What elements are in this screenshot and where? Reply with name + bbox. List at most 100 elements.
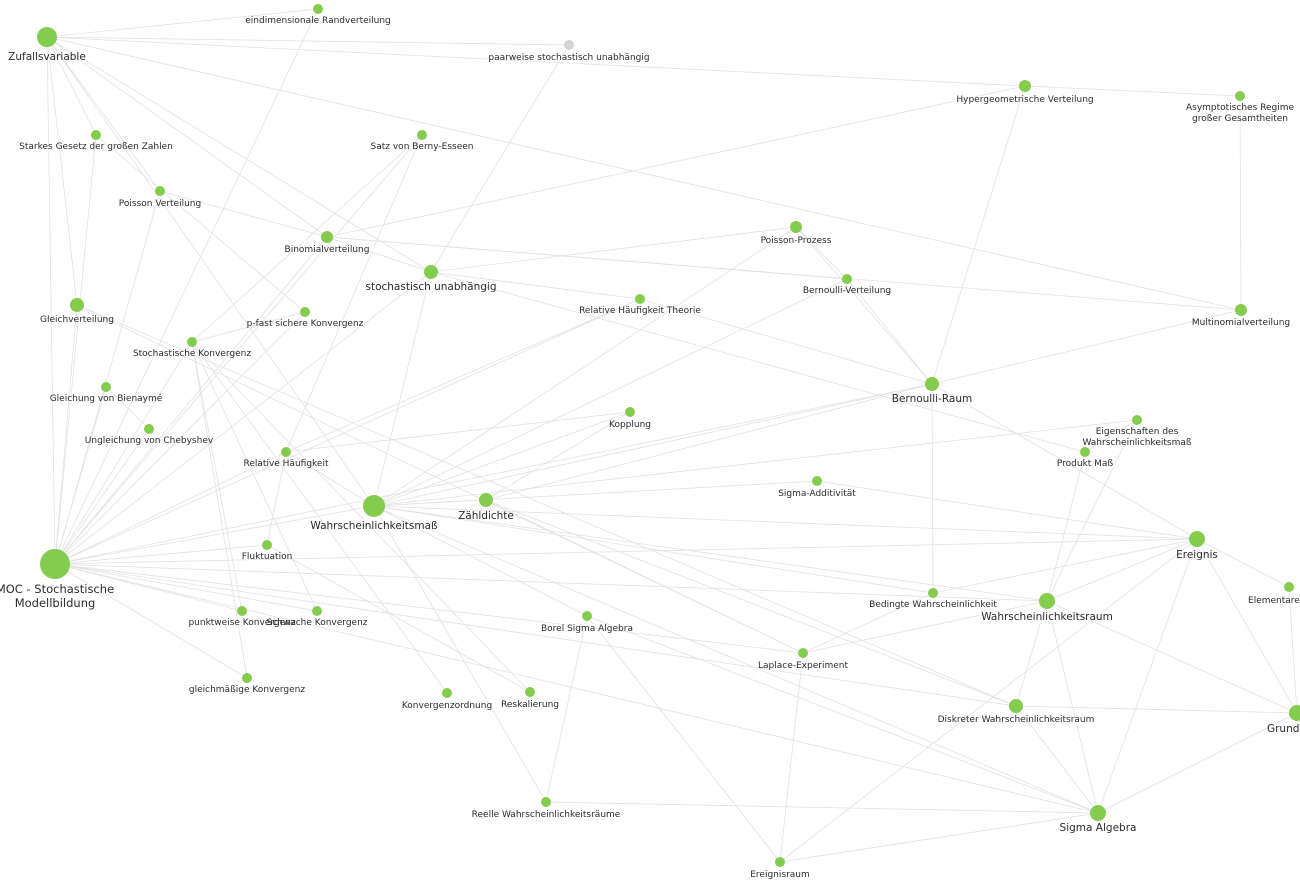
node-label[interactable]: Borel Sigma Algebra [541, 624, 633, 634]
edge [54, 563, 318, 612]
node-label[interactable]: Stochastische Konvergenz [132, 349, 252, 359]
node[interactable] [812, 476, 822, 486]
node[interactable] [91, 130, 101, 140]
node-label[interactable]: punktweise Konvergenz [188, 618, 296, 628]
node-label[interactable]: Bernoulli-Verteilung [802, 286, 892, 296]
node-label[interactable]: Wahrscheinlichkeitsraum [981, 611, 1113, 623]
edge [373, 505, 588, 617]
node-label[interactable]: Reskalierung [500, 700, 560, 710]
node[interactable] [625, 407, 635, 417]
node[interactable] [312, 606, 322, 616]
node[interactable] [525, 687, 535, 697]
node-label[interactable]: paarweise stochastisch unabhängig [488, 53, 650, 63]
node[interactable] [237, 606, 247, 616]
node[interactable] [300, 307, 310, 317]
node-label[interactable]: stochastisch unabhängig [365, 281, 497, 293]
node-label[interactable]: Hypergeometrische Verteilung [956, 95, 1094, 105]
node[interactable] [925, 377, 939, 391]
node-label[interactable]: Elementarereignis [1248, 596, 1300, 606]
node-label[interactable]: Diskreter Wahrscheinlichkeitsraum [937, 715, 1095, 725]
node-label[interactable]: Sigma-Additivität [778, 489, 856, 499]
node-label[interactable]: Binomialverteilung [284, 245, 370, 255]
node-label[interactable]: Poisson Verteilung [118, 199, 202, 209]
edge [54, 311, 306, 565]
node[interactable] [1289, 705, 1300, 721]
node-label[interactable]: gleichmäßige Konvergenz [188, 685, 306, 695]
node[interactable] [541, 797, 551, 807]
node-label[interactable]: Starkes Gesetz der großen Zahlen [19, 142, 173, 152]
node-label[interactable]: Ungleichung von Chebyshev [84, 436, 214, 446]
edge [373, 505, 547, 803]
node[interactable] [928, 588, 938, 598]
node-label[interactable]: Bernoulli-Raum [891, 393, 973, 405]
edge [54, 563, 1017, 707]
node-label[interactable]: Zufallsvariable [8, 51, 86, 63]
node[interactable] [1235, 304, 1247, 316]
node-label[interactable]: Reelle Wahrscheinlichkeitsräume [471, 810, 621, 820]
node[interactable] [187, 337, 197, 347]
node-label[interactable]: Relative Häufigkeit Theorie [579, 306, 701, 316]
node-label[interactable]: Bedingte Wahrscheinlichkeit [869, 600, 997, 610]
node[interactable] [842, 274, 852, 284]
node-label[interactable]: Poisson-Prozess [760, 236, 832, 246]
node[interactable] [417, 130, 427, 140]
node[interactable] [1039, 593, 1055, 609]
edge [485, 499, 1017, 707]
edge [46, 36, 570, 46]
node-label[interactable]: Laplace-Experiment [758, 661, 848, 671]
edge [1046, 600, 1298, 714]
node[interactable] [1132, 415, 1142, 425]
node[interactable] [1235, 91, 1245, 101]
node-label[interactable]: Ereignisraum [750, 870, 810, 880]
node-label[interactable]: Produkt Maß [1056, 459, 1114, 469]
node-label[interactable]: Fluktuation [241, 552, 293, 562]
node[interactable] [155, 186, 165, 196]
node[interactable] [281, 447, 291, 457]
node[interactable] [1019, 80, 1031, 92]
node-label[interactable]: Sigma Algebra [1059, 822, 1137, 834]
node-label[interactable]: Grundraum [1266, 723, 1300, 735]
node-label[interactable]: Ereignis [1176, 549, 1218, 561]
node[interactable] [40, 549, 70, 579]
node[interactable] [1080, 447, 1090, 457]
node-label[interactable]: p-fast sichere Konvergenz [246, 319, 364, 329]
node[interactable] [582, 611, 592, 621]
edge [54, 304, 78, 565]
node[interactable] [424, 265, 438, 279]
node[interactable] [1009, 699, 1023, 713]
node[interactable] [242, 673, 252, 683]
node-label[interactable]: Satz von Berny-Esseen [370, 142, 474, 152]
node[interactable] [798, 648, 808, 658]
node[interactable] [1189, 531, 1205, 547]
node-label[interactable]: Relative Häufigkeit [243, 459, 329, 469]
node[interactable] [363, 495, 385, 517]
node[interactable] [479, 493, 493, 507]
node-label[interactable]: eindimensionale Randverteilung [245, 16, 391, 26]
node[interactable] [144, 424, 154, 434]
node[interactable] [321, 231, 333, 243]
node[interactable] [790, 221, 802, 233]
node[interactable] [37, 27, 57, 47]
edge [46, 36, 1242, 311]
node[interactable] [101, 382, 111, 392]
node[interactable] [1284, 582, 1294, 592]
node-label[interactable]: Kopplung [608, 420, 652, 430]
node-label[interactable]: Wahrscheinlichkeitsmaß [310, 520, 438, 532]
node-label[interactable]: Schwache Konvergenz [266, 618, 368, 628]
node[interactable] [564, 40, 574, 50]
node-label[interactable]: Gleichverteilung [40, 315, 114, 325]
node[interactable] [70, 298, 84, 312]
node[interactable] [635, 294, 645, 304]
node-label[interactable]: Asymptotisches Regime großer Gesamtheite… [1185, 103, 1295, 124]
node[interactable] [775, 857, 785, 867]
node[interactable] [442, 688, 452, 698]
node-label[interactable]: MOC - Stochastische Modellbildung [0, 582, 115, 610]
node[interactable] [313, 4, 323, 14]
node-label[interactable]: Multinomialverteilung [1191, 318, 1291, 328]
node[interactable] [1090, 805, 1106, 821]
node-label[interactable]: Zähldichte [458, 510, 514, 522]
node-label[interactable]: Konvergenzordnung [401, 701, 493, 711]
node-label[interactable]: Eigenschaften des Wahrscheinlichkeitsmaß [1082, 427, 1192, 448]
node[interactable] [262, 540, 272, 550]
node-label[interactable]: Gleichung von Bienaymé [49, 394, 163, 404]
